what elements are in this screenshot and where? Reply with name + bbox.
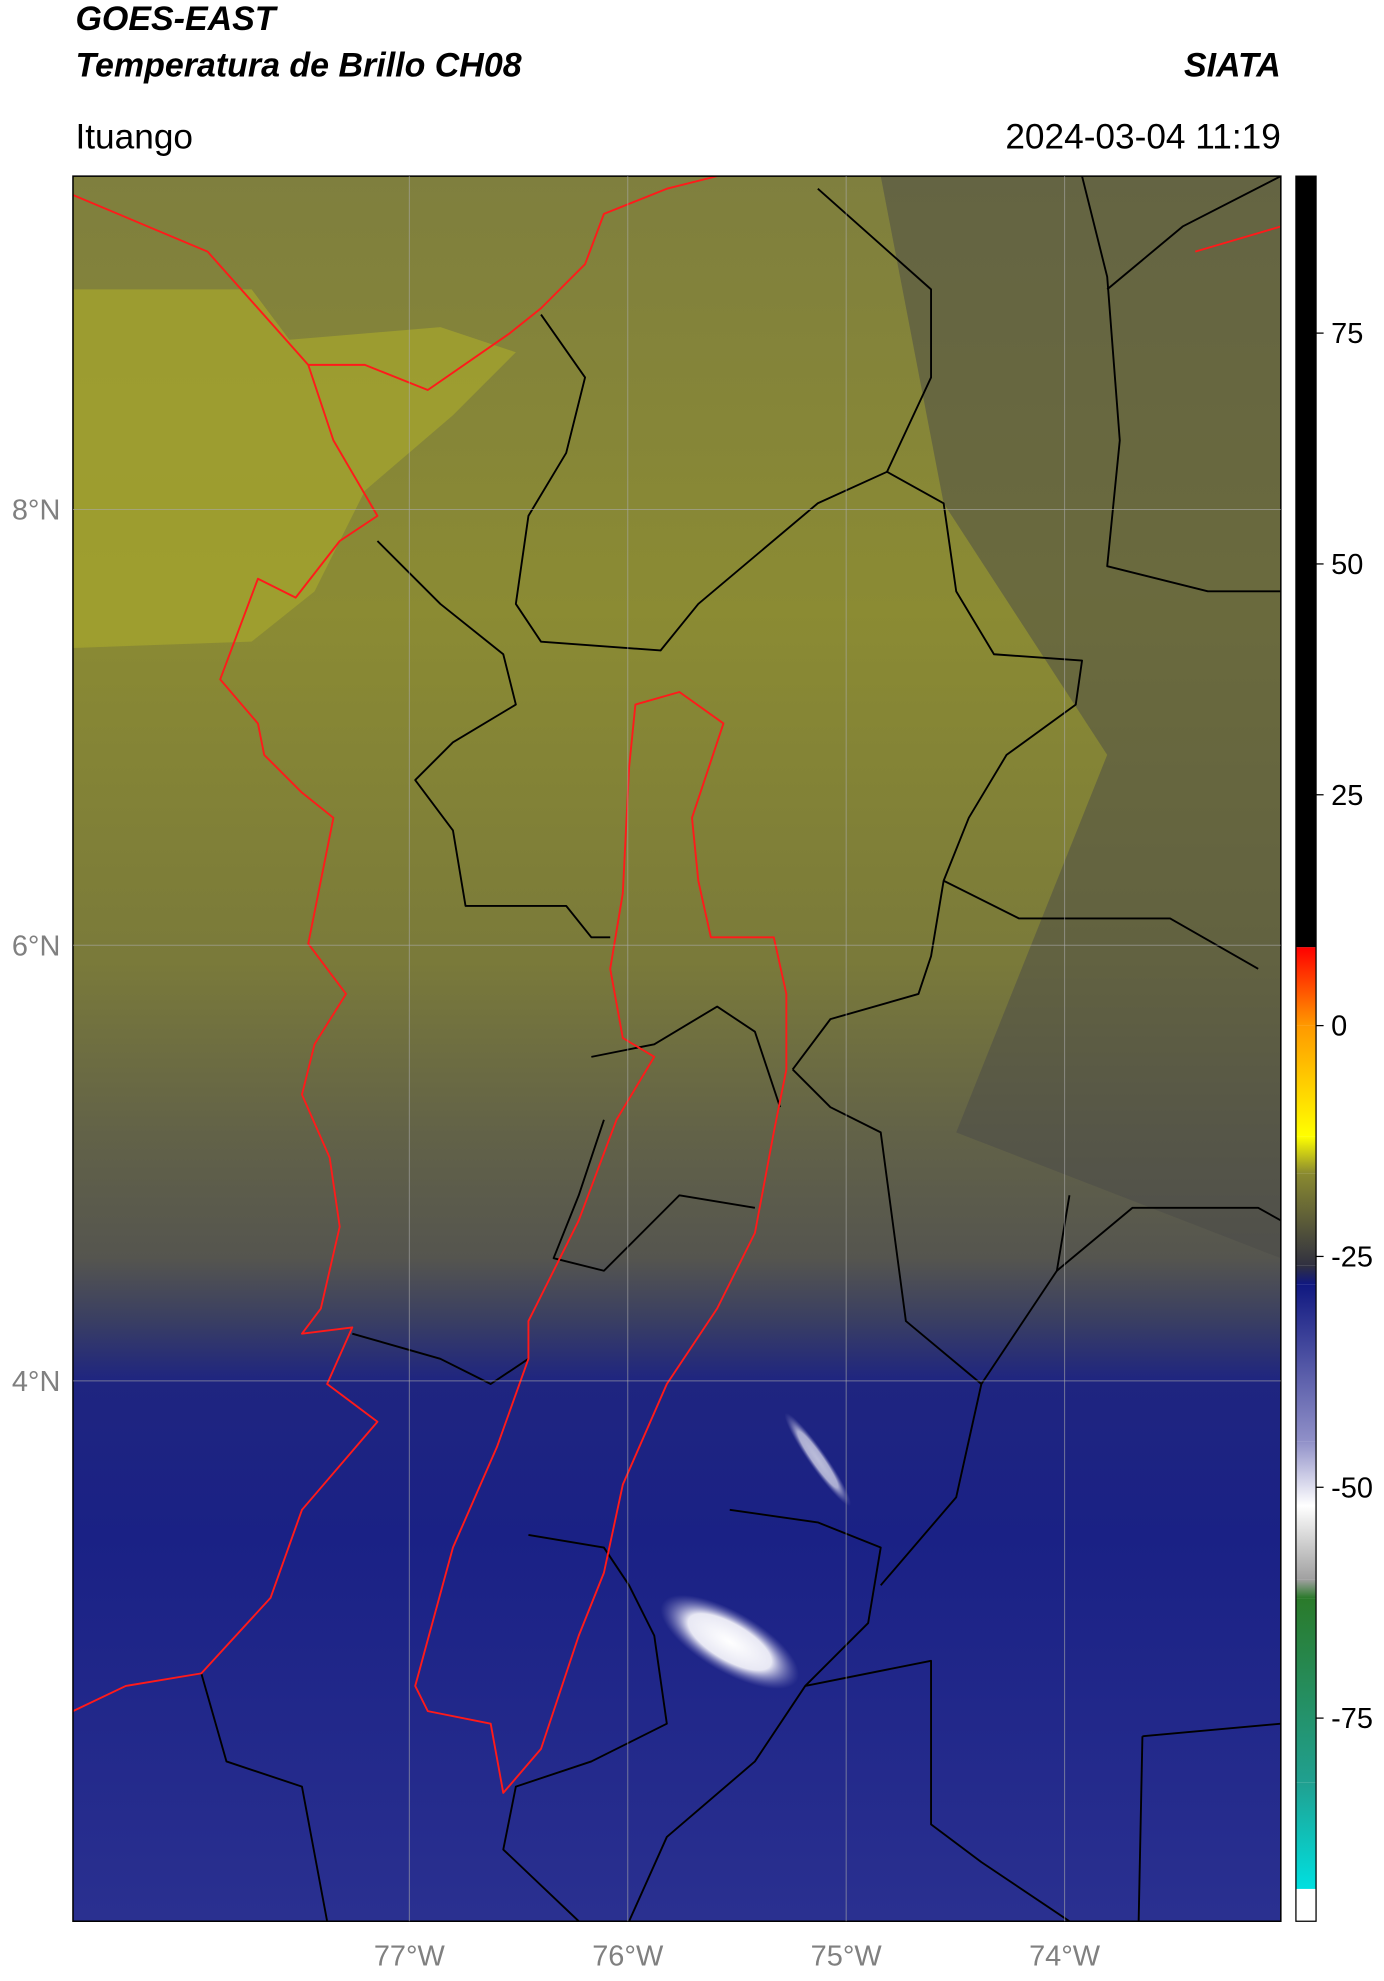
colorbar-segment [1295,1598,1317,1783]
colorbar-segment [1295,1505,1317,1580]
map [72,176,1281,1922]
colorbar-segment [1295,1441,1317,1506]
colorbar-segment [1295,947,1317,1026]
borders [200,176,1281,1922]
colorbar-tick-label: 50 [1331,549,1363,581]
colorbar-segment [1295,1284,1317,1442]
location: Ituango [75,117,193,156]
x-tick-label: 77°W [374,1940,446,1972]
colorbar-frame [1295,175,1317,1922]
colorbar-tick-label: 0 [1331,1011,1347,1043]
colorbar-segment [1295,176,1317,948]
coast-and-basin [72,176,1281,1794]
source: SIATA [1184,47,1281,85]
y-tick-label: 4°N [12,1366,61,1398]
colorbar-segment [1295,1265,1317,1285]
cloud [660,1594,799,1689]
colorbar-tick-label: -25 [1331,1242,1373,1274]
colorbar-segment [1295,1888,1317,1922]
colorbar-segment [1295,1173,1317,1266]
x-tick-label: 76°W [592,1940,664,1972]
cool-region [880,176,1281,1259]
colorbar-segment [1295,1136,1317,1174]
colorbar-tick-label: 25 [1331,780,1363,812]
product: Temperatura de Brillo CH08 [75,47,521,85]
x-tick-label: 75°W [811,1940,883,1972]
colorbar-segment [1295,1782,1317,1889]
colorbar-tick-label: -75 [1331,1703,1373,1735]
cloud-streak [784,1412,852,1507]
colorbar-tick-label: 75 [1331,318,1363,350]
y-tick-label: 8°N [12,495,61,527]
map-frame [72,175,1282,1922]
x-tick-label: 74°W [1029,1940,1101,1972]
colorbar-tick-label: -50 [1331,1472,1373,1504]
datetime: 2024-03-04 11:19 [1005,117,1280,156]
colorbar-segment [1295,1579,1317,1599]
y-tick-label: 6°N [12,930,61,962]
colorbar-segment [1295,1025,1317,1137]
warm-region [72,289,516,648]
satellite: GOES-EAST [75,0,278,38]
